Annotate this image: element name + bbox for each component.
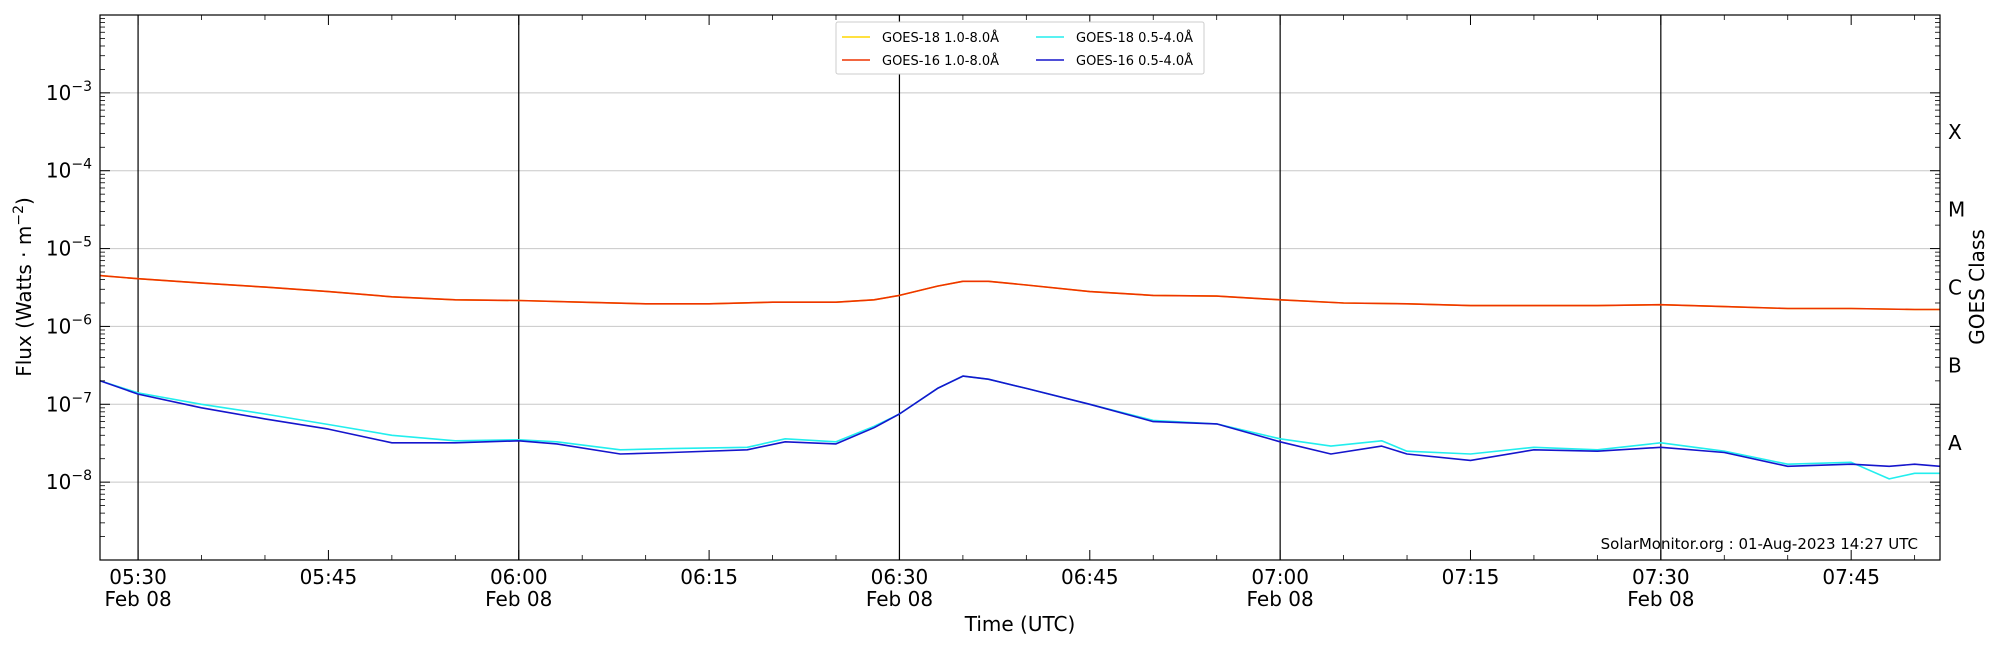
x-tick-label: 06:00 xyxy=(490,565,548,589)
y-tick-label: 10−7 xyxy=(46,390,92,416)
x-tick-label: 06:15 xyxy=(680,565,738,589)
y-tick-label: 10−6 xyxy=(46,312,92,338)
credit-text: SolarMonitor.org : 01-Aug-2023 14:27 UTC xyxy=(1601,535,1918,553)
y-axis-title: Flux (Watts · m−2) xyxy=(11,197,36,377)
y-tick-exponent: −5 xyxy=(71,235,92,251)
horizontal-grid xyxy=(100,92,1940,483)
goes-class-a: A xyxy=(1948,431,1962,455)
x-tick-label: 07:45 xyxy=(1822,565,1880,589)
x-tick-label: 05:30 xyxy=(109,565,167,589)
y-tick-base: 10 xyxy=(46,470,71,494)
y-tick-base: 10 xyxy=(46,81,71,105)
goes-class-b: B xyxy=(1948,353,1962,377)
x-tick-date: Feb 08 xyxy=(1627,587,1694,611)
x-tick-label: 05:45 xyxy=(300,565,358,589)
y-tick-exponent: −4 xyxy=(71,157,92,173)
series-lines xyxy=(99,274,1941,480)
day-vertical-lines xyxy=(137,15,1662,560)
legend-label: GOES-18 1.0-8.0Å xyxy=(882,30,999,46)
series-line-4 xyxy=(99,375,1941,468)
legend-label: GOES-16 0.5-4.0Å xyxy=(1076,53,1193,69)
y-tick-exponent: −6 xyxy=(71,312,92,328)
x-tick-label: 07:30 xyxy=(1632,565,1690,589)
x-axis-title: Time (UTC) xyxy=(964,612,1076,636)
x-tick-date: Feb 08 xyxy=(485,587,552,611)
x-tick-date: Feb 08 xyxy=(866,587,933,611)
y-tick-label: 10−3 xyxy=(46,79,92,105)
y-tick-base: 10 xyxy=(46,314,71,338)
x-tick-label: 06:45 xyxy=(1061,565,1119,589)
legend: GOES-18 1.0-8.0Å GOES-18 0.5-4.0Å GOES-16 … xyxy=(835,21,1205,75)
x-tick-date: Feb 08 xyxy=(104,587,171,611)
goes-class-x: X xyxy=(1948,120,1962,144)
plot-frame xyxy=(99,14,1941,561)
y-tick-exponent: −8 xyxy=(71,468,92,484)
legend-entries: GOES-18 1.0-8.0Å GOES-18 0.5-4.0Å GOES-16 … xyxy=(842,30,1193,69)
y-axis-title-close: ) xyxy=(12,197,36,205)
y-axis-title-exponent: −2 xyxy=(11,205,27,226)
legend-label: GOES-18 0.5-4.0Å xyxy=(1076,30,1193,46)
x-tick-label: 07:15 xyxy=(1442,565,1500,589)
x-tick-label: 06:30 xyxy=(871,565,929,589)
x-tick-label: 07:00 xyxy=(1251,565,1309,589)
y-axis-ticks: 10−310−410−510−610−710−8 xyxy=(46,18,1940,537)
y-tick-label: 10−8 xyxy=(46,468,92,494)
right-axis-title: GOES Class xyxy=(1965,229,1989,345)
y-tick-label: 10−4 xyxy=(46,157,92,183)
goes-class-labels: X M C B A xyxy=(1948,120,1965,455)
goes-class-c: C xyxy=(1948,276,1962,300)
goes-class-m: M xyxy=(1948,198,1965,222)
x-tick-date: Feb 08 xyxy=(1247,587,1314,611)
legend-box xyxy=(835,21,1205,75)
y-tick-base: 10 xyxy=(46,237,71,261)
plot-background xyxy=(100,15,1940,560)
series-line-2 xyxy=(99,274,1940,311)
y-axis-title-main: Flux (Watts · m xyxy=(12,226,36,377)
y-tick-label: 10−5 xyxy=(46,235,92,261)
y-tick-exponent: −7 xyxy=(71,390,92,406)
y-tick-exponent: −3 xyxy=(71,79,92,95)
legend-label: GOES-16 1.0-8.0Å xyxy=(882,53,999,69)
y-tick-base: 10 xyxy=(46,159,71,183)
y-tick-base: 10 xyxy=(46,392,71,416)
